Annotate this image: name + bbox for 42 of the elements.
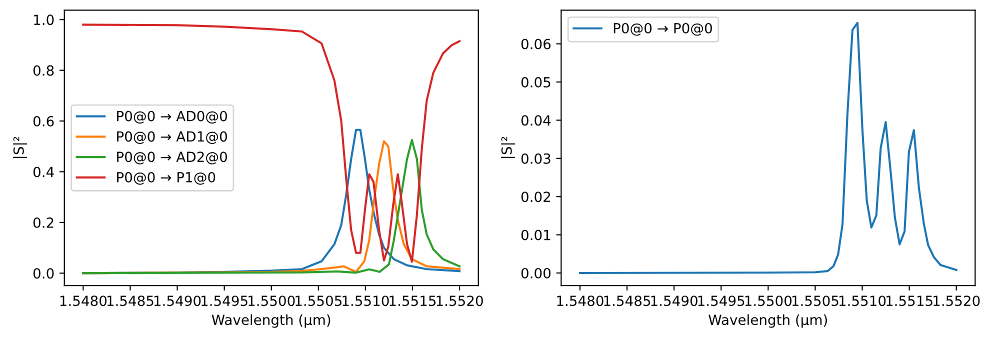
x-tick-label: 1.5500 [248,296,295,306]
x-tick-label: 1.5505 [296,296,342,306]
y-tick-label: 0.8 [33,65,54,76]
x-tick-label: 1.5495 [202,296,248,306]
y-tick-label: 0.05 [521,76,550,88]
x-tick-label: 1.5495 [698,296,744,306]
y-tick-label: 0.2 [33,217,54,228]
x-tick-label: 1.5515 [390,296,436,306]
x-tick-label: 1.5500 [745,296,792,306]
x-tick-label: 1.5490 [651,296,698,306]
y-tick-label: 0.4 [33,166,54,178]
x-tick-label: 1.5505 [792,296,838,306]
x-tick-label: 1.5480 [60,296,107,306]
x-tick-label: 1.5510 [839,296,886,306]
y-tick-label: 0.06 [521,38,551,50]
legend-label: P0@0 → AD0@0 [117,110,227,124]
legend-label: P0@0 → AD1@0 [117,131,227,144]
y-tick-label: 0.0 [33,268,54,279]
y-tick-label: 1.0 [34,14,54,26]
legend-label: P0@0 → P1@0 [117,172,216,185]
x-tick-label: 1.5520 [934,296,980,306]
y-tick-label: 0.04 [521,115,551,126]
y-tick-label: 0.01 [521,230,550,240]
x-tick-label: 1.5480 [557,296,604,306]
line-series [578,22,958,274]
x-axis-title: Wavelength (µm) [212,314,330,328]
y-tick-label: 0.03 [521,153,550,164]
y-axis-title: |S|² [13,136,27,158]
line-series [82,24,461,263]
x-tick-label: 1.5485 [604,296,650,306]
legend-label: P0@0 → P0@0 [614,22,712,36]
x-tick-label: 1.5520 [436,296,483,306]
x-tick-label: 1.5485 [107,296,154,306]
x-tick-label: 1.5515 [886,296,932,306]
x-tick-label: 1.5510 [342,296,389,306]
y-axis-title: |S|² [501,136,515,158]
legend-label: P0@0 → AD2@0 [117,152,227,164]
y-tick-label: 0.00 [521,268,551,278]
y-tick-label: 0.02 [521,192,550,202]
x-tick-label: 1.5490 [154,296,201,306]
y-tick-label: 0.6 [33,116,54,126]
x-axis-title: Wavelength (µm) [708,314,827,328]
